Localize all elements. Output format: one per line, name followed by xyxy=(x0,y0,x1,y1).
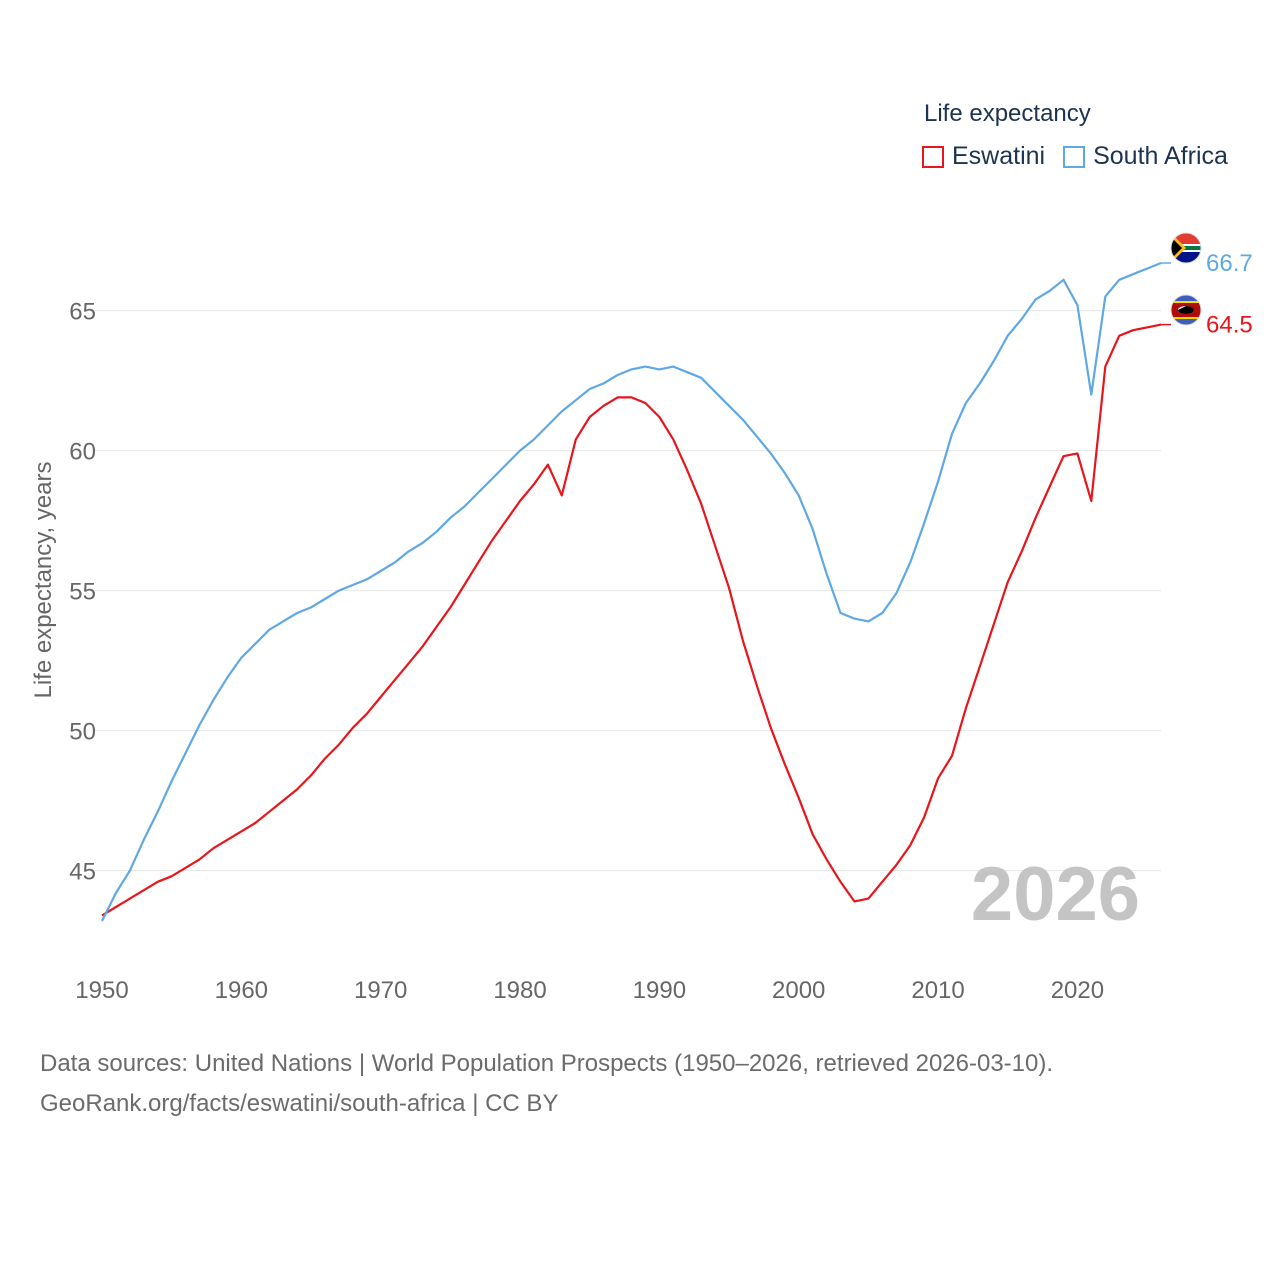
legend-swatch-south-africa xyxy=(1063,145,1086,168)
series-line-eswatini xyxy=(101,323,1162,917)
source-line: Data sources: United Nations | World Pop… xyxy=(40,1050,1054,1077)
y-tick-label-45: 45 xyxy=(69,859,96,886)
legend-title: Life expectancy xyxy=(924,100,1091,127)
end-labels: 64.5 66.7 xyxy=(1161,250,1253,339)
grid-lines xyxy=(95,310,1161,872)
y-tick-label-60: 60 xyxy=(69,439,96,466)
end-label-eswatini: 64.5 xyxy=(1206,312,1253,339)
legend-item-south-africa[interactable]: South Africa xyxy=(1063,142,1228,171)
x-tick-label-2000: 2000 xyxy=(772,977,825,1004)
x-tick-label-1990: 1990 xyxy=(633,977,686,1004)
south-africa-flag-icon xyxy=(1171,233,1201,263)
x-tick-label-1960: 1960 xyxy=(215,977,268,1004)
x-tick-label-1950: 1950 xyxy=(75,977,128,1004)
y-tick-label-50: 50 xyxy=(69,719,96,746)
x-tick-label-1980: 1980 xyxy=(493,977,546,1004)
legend-label-south-africa: South Africa xyxy=(1093,142,1228,170)
legend-swatch-eswatini xyxy=(922,145,944,168)
x-tick-label-2010: 2010 xyxy=(911,977,964,1004)
current-year-watermark: 2026 xyxy=(971,852,1140,937)
y-tick-label-65: 65 xyxy=(69,299,96,326)
end-label-south-africa: 66.7 xyxy=(1206,250,1253,277)
legend-label-eswatini: Eswatini xyxy=(952,142,1046,170)
legend: Eswatini South Africa xyxy=(922,142,1246,171)
y-tick-labels: 45 50 55 60 65 xyxy=(69,299,96,886)
attribution-line: GeoRank.org/facts/eswatini/south-africa … xyxy=(40,1090,559,1117)
source-note: Data sources: United Nations | World Pop… xyxy=(40,1044,1053,1124)
legend-item-eswatini[interactable]: Eswatini xyxy=(922,142,1045,171)
x-tick-labels: 1950 1960 1970 1980 1990 2000 2010 2020 xyxy=(75,977,1104,1004)
series-line-south-africa xyxy=(101,261,1162,922)
eswatini-flag-icon xyxy=(1171,295,1201,325)
series-lines xyxy=(101,261,1162,922)
y-tick-label-55: 55 xyxy=(69,579,96,606)
x-tick-label-1970: 1970 xyxy=(354,977,407,1004)
x-tick-label-2020: 2020 xyxy=(1051,977,1104,1004)
y-axis-label: Life expectancy, years xyxy=(30,461,57,698)
